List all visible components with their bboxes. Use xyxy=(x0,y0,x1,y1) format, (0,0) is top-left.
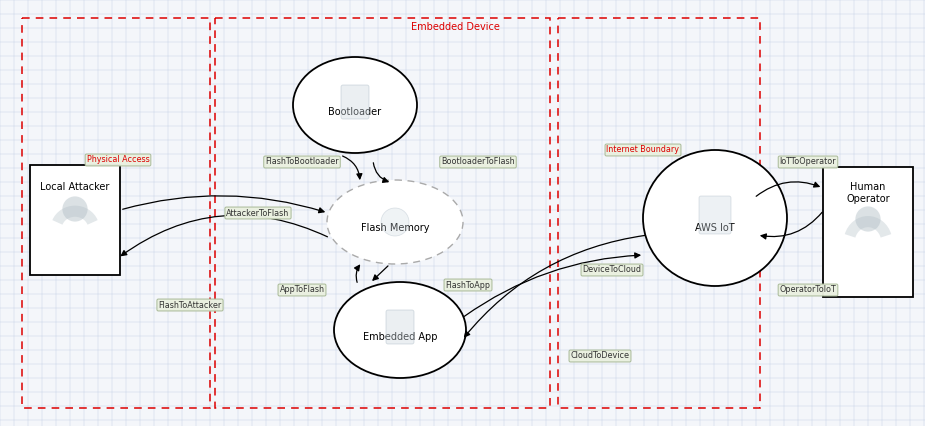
Text: DeviceToCloud: DeviceToCloud xyxy=(583,265,642,274)
Circle shape xyxy=(62,196,88,222)
Text: IoTToOperator: IoTToOperator xyxy=(780,158,836,167)
Text: Embedded Device: Embedded Device xyxy=(411,22,500,32)
FancyBboxPatch shape xyxy=(386,310,414,344)
FancyBboxPatch shape xyxy=(823,167,913,297)
Text: Internet Boundary: Internet Boundary xyxy=(607,146,680,155)
Text: CloudToDevice: CloudToDevice xyxy=(571,351,630,360)
Text: FlashToBootloader: FlashToBootloader xyxy=(265,158,339,167)
Text: Local Attacker: Local Attacker xyxy=(41,182,110,192)
Circle shape xyxy=(856,207,881,232)
Ellipse shape xyxy=(643,150,787,286)
FancyBboxPatch shape xyxy=(341,85,369,119)
Text: AppToFlash: AppToFlash xyxy=(279,285,325,294)
Text: AttackerToFlash: AttackerToFlash xyxy=(227,208,290,218)
Ellipse shape xyxy=(327,180,463,264)
Circle shape xyxy=(381,208,409,236)
Text: Bootloader: Bootloader xyxy=(328,107,382,117)
Text: OperatorToIoT: OperatorToIoT xyxy=(780,285,836,294)
Text: Physical Access: Physical Access xyxy=(87,155,149,164)
Ellipse shape xyxy=(334,282,466,378)
Text: FlashToApp: FlashToApp xyxy=(446,280,490,290)
Text: Flash Memory: Flash Memory xyxy=(361,223,429,233)
Text: Human
Operator: Human Operator xyxy=(846,182,890,204)
Text: Embedded App: Embedded App xyxy=(363,332,438,342)
Text: AWS IoT: AWS IoT xyxy=(696,223,734,233)
FancyBboxPatch shape xyxy=(699,196,731,234)
Text: FlashToAttacker: FlashToAttacker xyxy=(158,300,222,310)
Text: BootloaderToFlash: BootloaderToFlash xyxy=(441,158,515,167)
FancyBboxPatch shape xyxy=(30,165,120,275)
Ellipse shape xyxy=(293,57,417,153)
